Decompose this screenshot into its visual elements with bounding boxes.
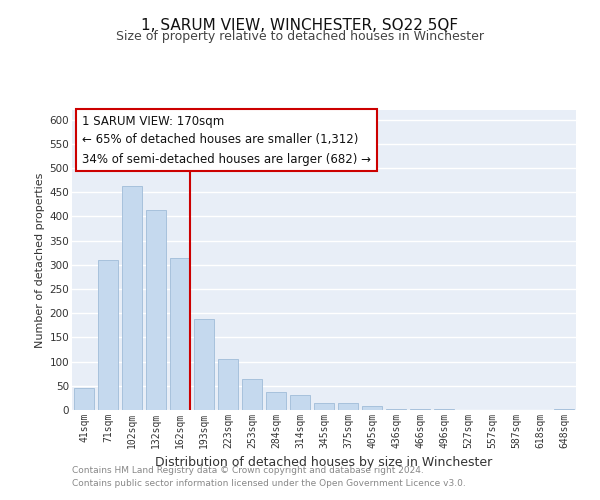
Bar [410,408,430,410]
Bar [122,186,142,410]
Bar [98,260,118,410]
Bar [146,210,166,410]
Bar [554,409,574,410]
Text: 1 SARUM VIEW: 170sqm
← 65% of detached houses are smaller (1,312)
34% of semi-de: 1 SARUM VIEW: 170sqm ← 65% of detached h… [82,114,371,166]
Bar [266,392,286,410]
Bar [362,406,382,410]
Bar [314,403,334,410]
Bar [74,388,94,410]
Bar [290,395,310,410]
Bar [242,379,262,410]
Text: Size of property relative to detached houses in Winchester: Size of property relative to detached ho… [116,30,484,43]
Bar [338,403,358,410]
Y-axis label: Number of detached properties: Number of detached properties [35,172,46,348]
Bar [218,359,238,410]
Bar [386,408,406,410]
Text: 1, SARUM VIEW, WINCHESTER, SO22 5QF: 1, SARUM VIEW, WINCHESTER, SO22 5QF [142,18,458,32]
Text: Contains HM Land Registry data © Crown copyright and database right 2024.
Contai: Contains HM Land Registry data © Crown c… [72,466,466,487]
Bar [170,258,190,410]
Bar [194,319,214,410]
Bar [434,409,454,410]
X-axis label: Distribution of detached houses by size in Winchester: Distribution of detached houses by size … [155,456,493,469]
